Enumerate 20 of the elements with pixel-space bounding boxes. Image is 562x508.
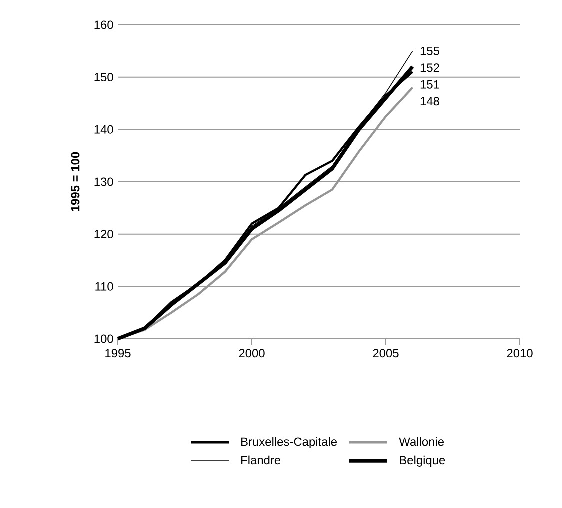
data-label: 151 [420, 80, 440, 89]
x-tick-label: 1995 [106, 349, 131, 358]
y-tick-label: 150 [94, 73, 114, 82]
y-tick-label: 130 [94, 178, 114, 186]
legend-label: Wallonie [399, 437, 444, 446]
y-axis-title: 1995 = 100 [71, 152, 80, 212]
data-label: 152 [420, 64, 440, 72]
x-tick-label: 2010 [507, 349, 533, 358]
legend-label: Belgique [400, 456, 446, 467]
legend-label: Flandre [242, 456, 281, 465]
data-label: 155 [420, 46, 440, 56]
legend-label: Bruxelles-Capitale [242, 437, 337, 449]
data-label: 148 [420, 97, 440, 106]
y-tick-label: 120 [94, 230, 114, 239]
x-tick-label: 2000 [239, 349, 265, 358]
y-tick-label: 160 [94, 20, 114, 30]
x-tick-label: 2005 [373, 349, 399, 358]
y-tick-label: 100 [94, 334, 114, 344]
y-tick-label: 110 [96, 282, 114, 291]
y-tick-label: 140 [94, 125, 114, 134]
